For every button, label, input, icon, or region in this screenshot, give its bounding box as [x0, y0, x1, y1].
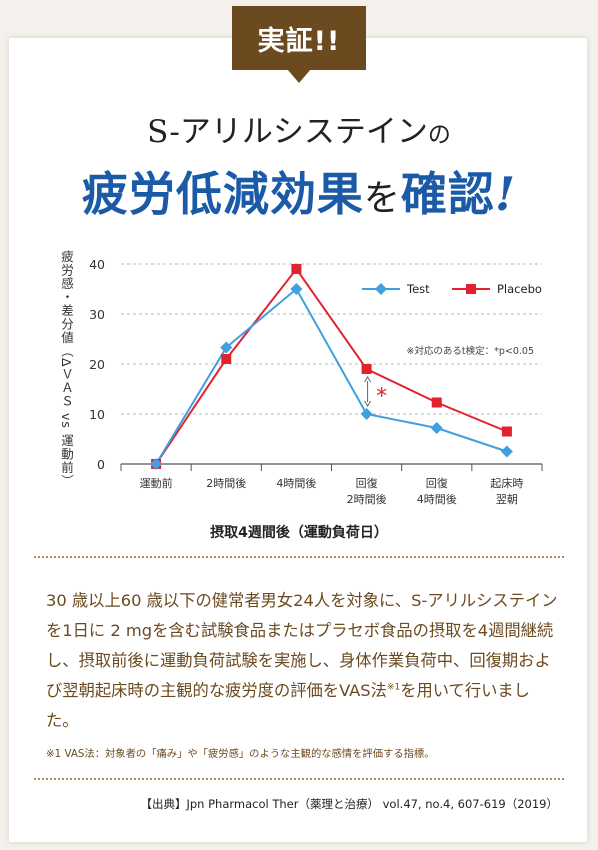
proof-badge: 実証!!	[232, 6, 366, 70]
point-test-3	[360, 408, 373, 420]
legend-label-placebo: Placebo	[497, 282, 542, 296]
legend-marker-test	[375, 283, 387, 295]
point-placebo-1	[221, 354, 232, 364]
point-test-4	[430, 422, 443, 434]
point-placebo-4	[431, 397, 442, 408]
page-subtitle: S-アリルシステインの	[0, 106, 598, 151]
source-citation: 【出典】Jpn Pharmacol Ther（薬理と治療） vol.47, no…	[140, 797, 558, 811]
x-tick-label-3-1: 2時間後	[347, 492, 387, 506]
y-tick-label-0: 0	[97, 457, 105, 472]
chart-grid	[121, 263, 542, 415]
vas-footnote: ※1 VAS法：対象者の「痛み」や「疲労感」のような主観的な感情を評価する指標。	[46, 748, 435, 760]
x-tick-label-3-0: 回復	[356, 477, 378, 490]
badge-label: 実証!!	[257, 25, 341, 57]
legend-marker-placebo	[466, 284, 476, 294]
point-test-2	[290, 283, 303, 295]
chart-legend: Test Placebo	[362, 282, 542, 296]
y-tick-label-20: 20	[89, 357, 105, 372]
y-tick-label-30: 30	[89, 307, 105, 322]
significance-arrow-head-down	[364, 400, 372, 407]
divider-top	[34, 556, 564, 558]
subtitle-suffix: の	[427, 122, 451, 148]
point-placebo-2	[291, 264, 302, 274]
x-tick-label-5-1: 翌朝	[496, 493, 518, 506]
point-test-1	[220, 341, 233, 354]
title-part-c: 確認	[400, 167, 495, 221]
title-part-b: を	[363, 178, 401, 219]
x-tick-label-0: 運動前	[140, 476, 173, 490]
x-axis-title: 摂取4週間後（運動負荷日）	[210, 525, 388, 541]
description-text: 30 歳以上60 歳以下の健常者男女24人を対象に、S-アリルシステインを1日に…	[46, 591, 558, 700]
title-part-d: !	[494, 167, 517, 221]
description-text-end: を用いて行いました。	[46, 681, 530, 730]
content-card	[9, 38, 587, 842]
x-tick-label-2: 4時間後	[276, 476, 316, 490]
x-tick-label-4-1: 4時間後	[417, 492, 457, 506]
page-title: 疲労低減効果を確認!	[0, 158, 598, 224]
significance-arrow-head-up	[364, 376, 372, 383]
x-tick-label-4-0: 回復	[426, 477, 448, 490]
y-axis-label: 疲労感・差分値（ΔＶＡＳ vs 運動前）	[59, 250, 74, 488]
point-test-5	[500, 445, 513, 458]
significance-marker: *	[376, 385, 387, 410]
title-part-a: 疲労低減効果	[81, 167, 364, 221]
y-tick-label-40: 40	[89, 257, 105, 272]
point-placebo-3	[361, 364, 372, 374]
significance-note: ※対応のあるt検定：*p<0.05	[406, 345, 534, 357]
x-tick-label-1: 2時間後	[206, 476, 246, 490]
chart-series: *	[150, 264, 513, 470]
subtitle-main: S-アリルシステイン	[147, 114, 428, 150]
y-tick-label-10: 10	[89, 407, 105, 422]
study-description: 30 歳以上60 歳以下の健常者男女24人を対象に、S-アリルシステインを1日に…	[46, 586, 558, 736]
description-footnote-ref: ※1	[386, 682, 401, 693]
divider-bottom	[34, 778, 564, 780]
point-placebo-5	[501, 426, 512, 437]
series-line-test	[155, 287, 508, 465]
legend-label-test: Test	[406, 282, 430, 296]
series-line-placebo	[155, 267, 508, 465]
point-test-0	[150, 458, 163, 470]
x-tick-label-5-0: 起床時	[490, 476, 523, 490]
badge-pointer	[287, 69, 311, 83]
